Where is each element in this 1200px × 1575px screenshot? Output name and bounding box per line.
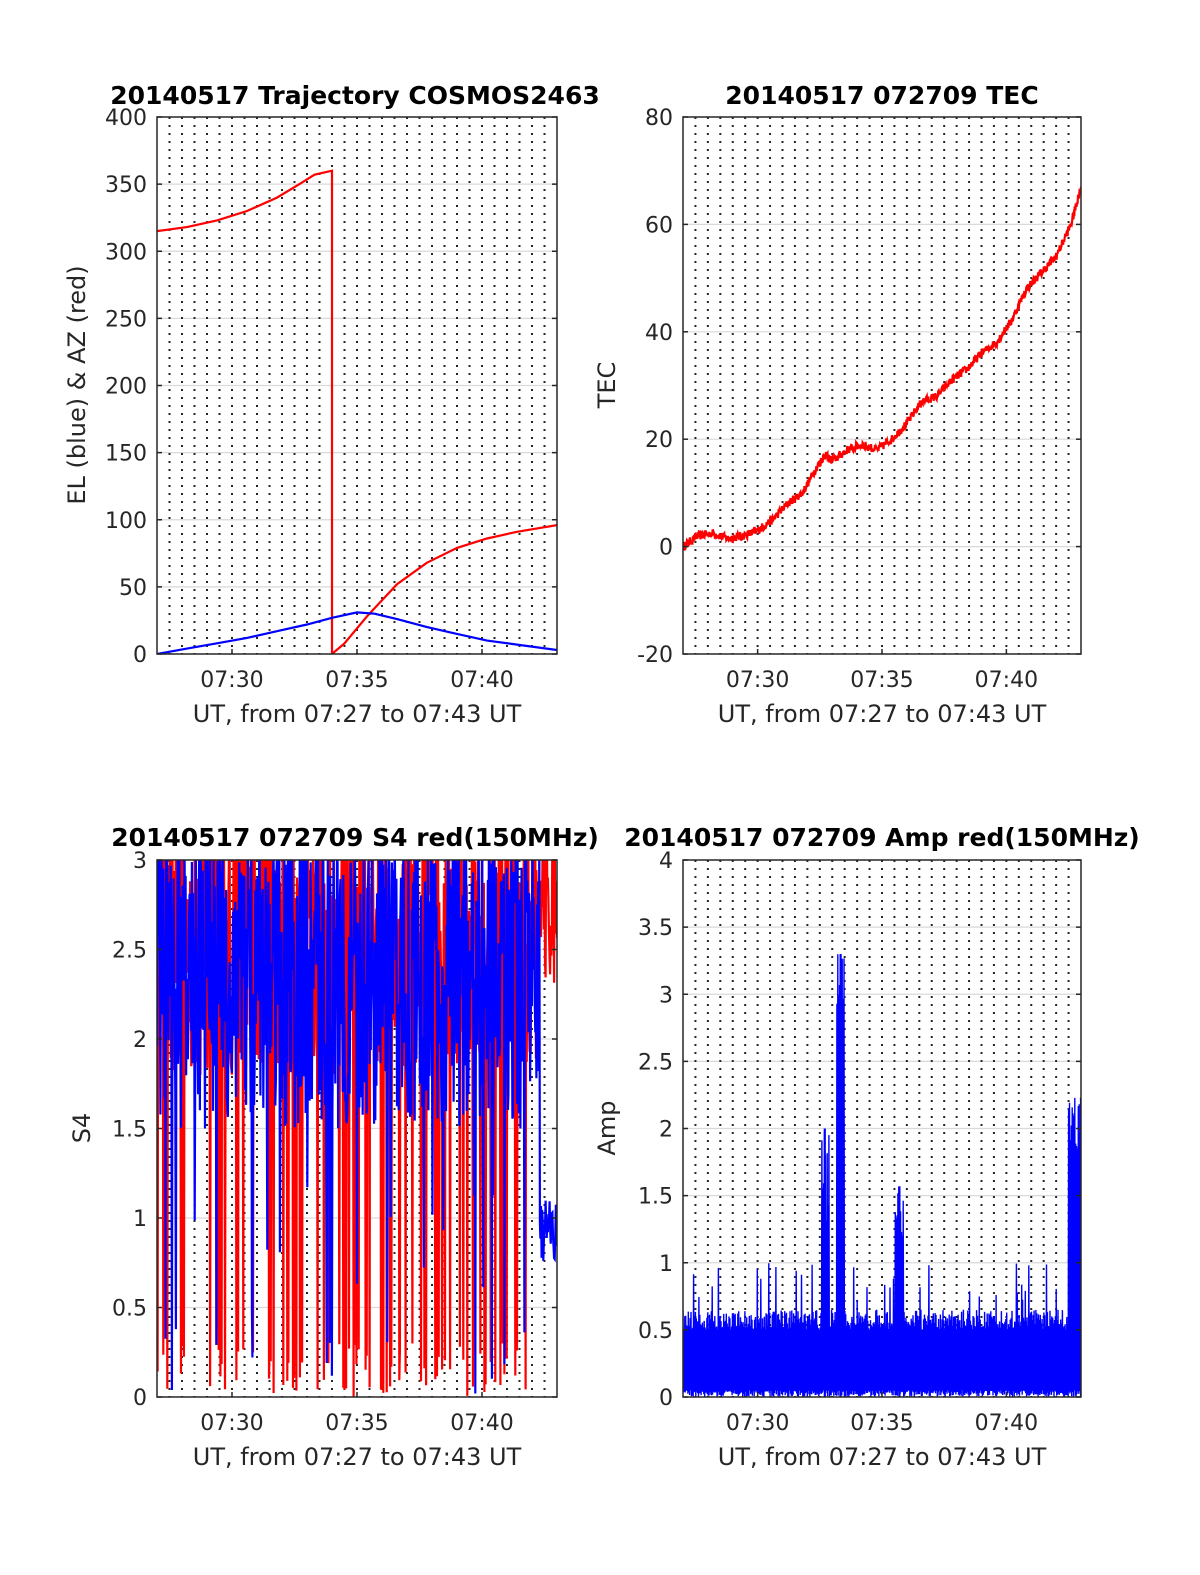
ytick-label: 2.5 <box>112 939 147 964</box>
xtick-label: 07:40 <box>450 1411 513 1436</box>
ytick-label: 0.5 <box>638 1319 673 1344</box>
xtick-label: 07:35 <box>325 1411 388 1436</box>
series-blue-line <box>157 860 557 1394</box>
ytick-label: 1.5 <box>112 1118 147 1143</box>
y-axis-label: Amp <box>593 1100 621 1155</box>
y-axis-label: S4 <box>68 1113 96 1144</box>
ytick-label: 0 <box>659 1386 673 1411</box>
ytick-label: 300 <box>105 240 147 265</box>
series-red-line <box>157 169 557 654</box>
ytick-label: -20 <box>637 643 673 668</box>
ytick-label: 250 <box>105 307 147 332</box>
ytick-label: 2 <box>659 1118 673 1143</box>
xtick-label: 07:40 <box>975 1411 1038 1436</box>
x-axis-label: UT, from 07:27 to 07:43 UT <box>718 700 1047 728</box>
chart-title: 20140517 Trajectory COSMOS2463 <box>110 81 600 110</box>
series-blue-line <box>157 611 557 654</box>
y-axis-label: TEC <box>593 362 621 410</box>
ytick-label: 1 <box>659 1252 673 1277</box>
xtick-label: 07:30 <box>726 668 789 693</box>
xtick-label: 07:35 <box>850 1411 913 1436</box>
x-axis-label: UT, from 07:27 to 07:43 UT <box>718 1443 1047 1471</box>
xtick-label: 07:30 <box>726 1411 789 1436</box>
x-axis-label: UT, from 07:27 to 07:43 UT <box>193 1443 522 1471</box>
plot-area <box>683 953 1081 1397</box>
ytick-label: 20 <box>645 428 673 453</box>
ytick-label: 40 <box>645 321 673 346</box>
plot-area <box>157 860 557 1397</box>
y-axis-label: EL (blue) & AZ (red) <box>63 265 91 504</box>
plot-area <box>157 169 557 654</box>
xtick-label: 07:30 <box>200 668 263 693</box>
chart-tec: -20 0 20 40 60 80 07:30 07:35 07:40 20140517 0727… <box>593 81 1082 728</box>
ytick-label: 1.5 <box>638 1185 673 1210</box>
chart-amp: 0 0.5 1 1.5 2 2.5 3 3.5 4 07:30 07:35 07:40 20140517… <box>593 823 1140 1471</box>
ytick-label: 0 <box>133 643 147 668</box>
plot-area <box>683 186 1081 551</box>
ytick-label: 2 <box>133 1028 147 1053</box>
chart-title: 20140517 072709 TEC <box>725 81 1038 110</box>
ytick-label: 1 <box>133 1207 147 1232</box>
chart-title: 20140517 072709 S4 red(150MHz) <box>111 823 599 852</box>
series-red-line <box>683 186 1081 551</box>
ytick-label: 0 <box>659 536 673 561</box>
xtick-label: 07:30 <box>200 1411 263 1436</box>
xtick-label: 07:35 <box>850 668 913 693</box>
ytick-label: 80 <box>645 106 673 131</box>
ytick-label: 3.5 <box>638 916 673 941</box>
series-blue-line <box>683 954 1081 1397</box>
chart-s4: 0 0.5 1 1.5 2 2.5 3 07:30 07:35 07:40 20140517 072… <box>68 823 599 1471</box>
chart-trajectory: 0 50 100 150 200 250 300 350 400 07:30 07:35 07:40 2… <box>63 81 600 728</box>
ytick-label: 100 <box>105 509 147 534</box>
ytick-label: 60 <box>645 213 673 238</box>
ytick-label: 350 <box>105 173 147 198</box>
ytick-label: 0.5 <box>112 1297 147 1322</box>
ytick-label: 200 <box>105 375 147 400</box>
ytick-label: 150 <box>105 442 147 467</box>
ytick-label: 2.5 <box>638 1050 673 1075</box>
ytick-label: 3 <box>133 849 147 874</box>
x-axis-label: UT, from 07:27 to 07:43 UT <box>193 700 522 728</box>
ytick-label: 3 <box>659 983 673 1008</box>
ytick-label: 400 <box>105 106 147 131</box>
xtick-label: 07:40 <box>975 668 1038 693</box>
xtick-label: 07:35 <box>325 668 388 693</box>
ytick-label: 4 <box>659 849 673 874</box>
xtick-label: 07:40 <box>450 668 513 693</box>
ytick-label: 0 <box>133 1386 147 1411</box>
ytick-label: 50 <box>119 576 147 601</box>
chart-title: 20140517 072709 Amp red(150MHz) <box>624 823 1140 852</box>
